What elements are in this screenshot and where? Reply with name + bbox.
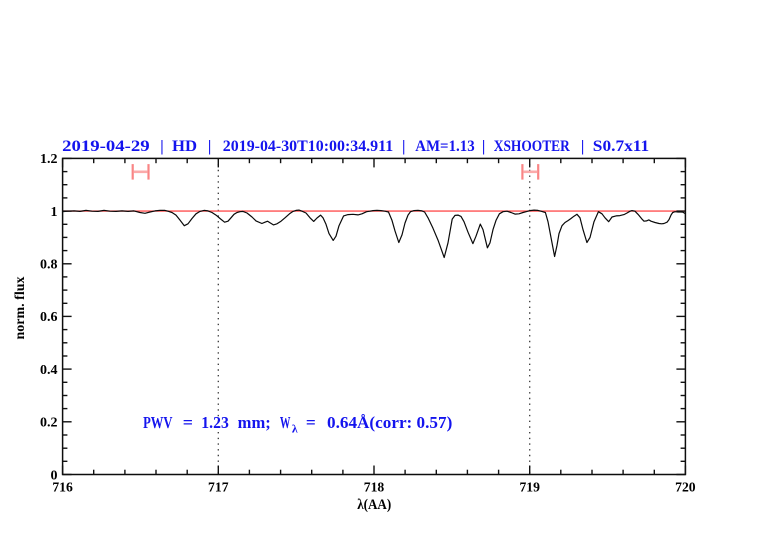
svg-text:717: 717 [208,481,229,496]
svg-text:S0.7x11: S0.7x11 [593,138,649,155]
svg-text:norm. flux: norm. flux [13,277,28,340]
svg-text:720: 720 [675,481,696,496]
svg-text:|: | [160,138,163,155]
svg-text:|: | [208,138,211,155]
svg-text:XSHOOTER: XSHOOTER [494,138,571,155]
svg-text:=: = [306,413,316,432]
svg-text:0.4: 0.4 [40,363,58,378]
svg-text:1.2: 1.2 [40,152,58,167]
svg-text:718: 718 [364,481,385,496]
svg-text:1.23: 1.23 [201,413,229,432]
svg-text:2019-04-30T10:00:34.911: 2019-04-30T10:00:34.911 [223,138,393,155]
svg-text:=: = [183,413,193,432]
svg-text:716: 716 [52,481,73,496]
svg-text:λ: λ [292,422,298,436]
svg-text:0.64Å(corr: 0.57): 0.64Å(corr: 0.57) [327,413,452,432]
svg-text:mm;: mm; [238,413,271,432]
svg-text:λ(AA): λ(AA) [357,497,391,513]
svg-text:0.2: 0.2 [40,416,58,431]
svg-text:1: 1 [51,205,58,220]
svg-text:HD: HD [172,138,197,155]
svg-text:|: | [581,138,584,155]
svg-text:2019-04-29: 2019-04-29 [62,138,150,155]
svg-text:0.6: 0.6 [40,310,58,325]
svg-text:PWV: PWV [143,413,172,432]
svg-text:|: | [402,138,405,155]
svg-text:0.8: 0.8 [40,258,58,273]
svg-text:719: 719 [519,481,540,496]
svg-text:|: | [482,138,485,155]
svg-text:W: W [280,413,291,432]
svg-text:0: 0 [51,468,58,483]
svg-text:AM=1.13: AM=1.13 [415,138,475,155]
